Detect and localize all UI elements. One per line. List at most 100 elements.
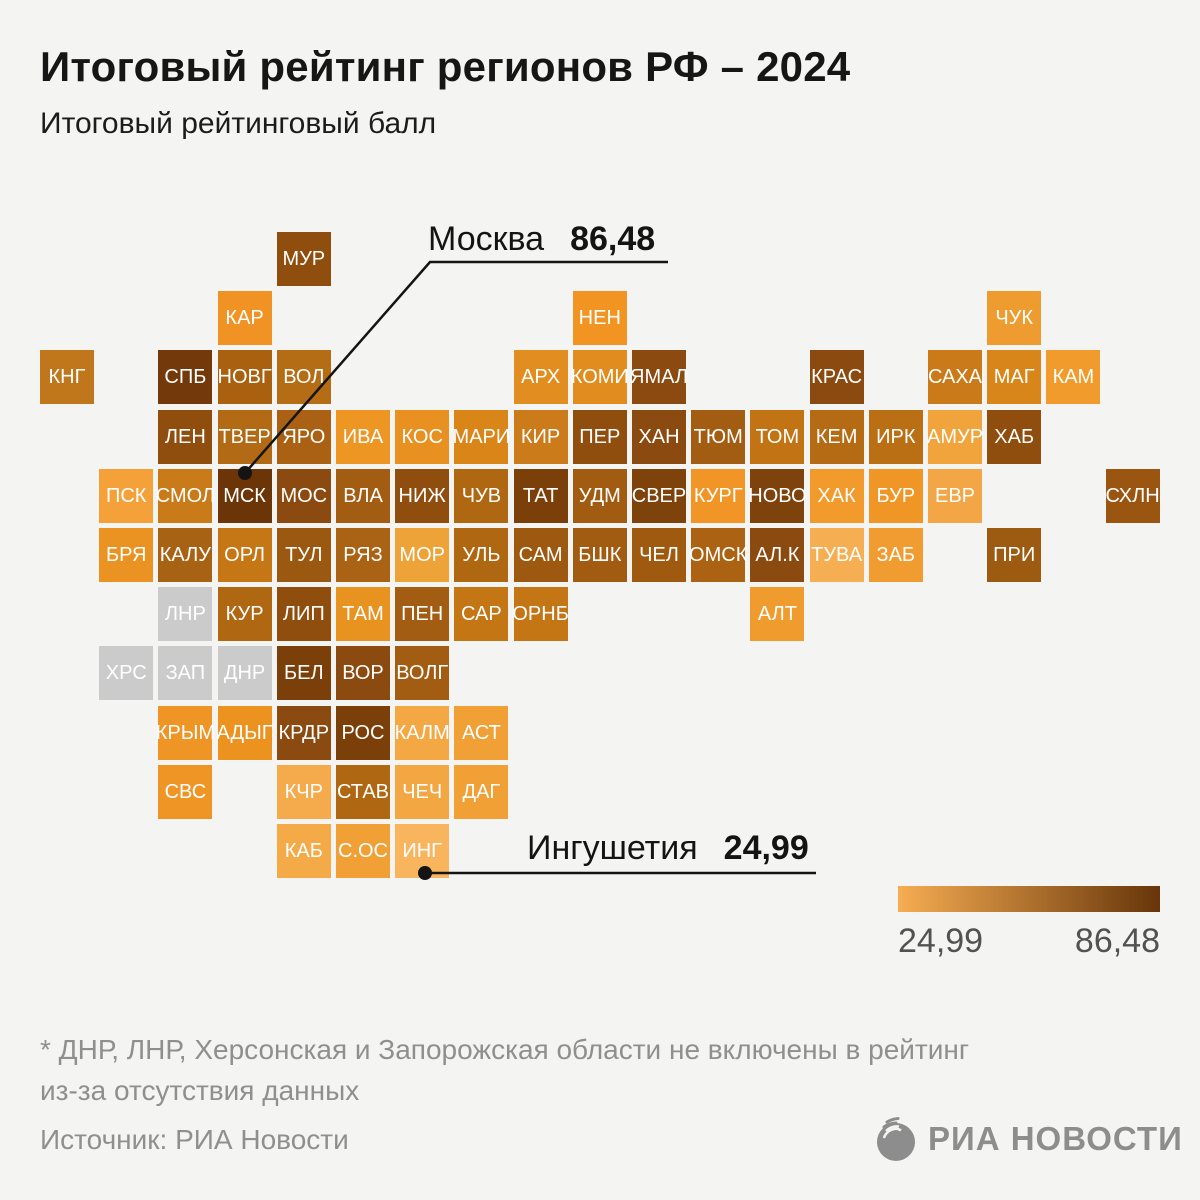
region-tile: МОР (395, 528, 450, 582)
region-tile-label: СХЛН (1105, 484, 1160, 507)
region-tile-label: ТЮМ (693, 425, 743, 448)
footnote: * ДНР, ЛНР, Херсонская и Запорожская обл… (40, 1030, 1060, 1111)
region-tile-label: КИР (520, 425, 561, 448)
region-tile-label: КОС (401, 425, 443, 448)
region-tile-label: МУР (282, 248, 326, 270)
region-tile-label: ИВА (342, 425, 384, 448)
region-tile: НОВГ (218, 350, 272, 405)
max-region-value: 86,48 (570, 220, 656, 258)
region-tile: ЧУК (987, 291, 1042, 346)
region-tile-label: БЕЛ (284, 662, 324, 685)
region-tile: АСТ (454, 705, 509, 760)
region-tile-label: КАМ (1052, 366, 1095, 389)
region-tile-label: КРАС (811, 366, 863, 389)
max-value-callout: Москва 86,48 (428, 220, 655, 259)
region-tile: КРЫМ (155, 705, 216, 760)
region-tile: КЕМ (809, 409, 864, 464)
region-tile-label: ПЕР (579, 425, 621, 448)
region-tile: ЧЕЧ (395, 764, 450, 819)
region-tile-label: ЛЕН (164, 425, 206, 448)
region-tile: ПРИ (987, 528, 1042, 582)
ria-novosti-logo: РИА НОВОСТИ (874, 1116, 1183, 1162)
region-tile: АДЫГ (217, 705, 273, 760)
page-title: Итоговый рейтинг регионов РФ – 2024 (40, 43, 851, 90)
region-tile: ТУВА (809, 528, 864, 582)
region-tile: СМОЛ (155, 468, 216, 523)
region-tile-label: МОС (280, 484, 328, 507)
region-tile-label: ТАТ (522, 484, 559, 507)
region-tile: ТУЛ (276, 528, 331, 582)
ria-logo-text: РИА НОВОСТИ (928, 1120, 1183, 1157)
region-tile-label: БУР (876, 484, 916, 507)
region-tile-label: УЛЬ (462, 544, 501, 566)
region-tile: ХАК (809, 468, 864, 523)
region-tile: КАБ (276, 824, 331, 878)
region-tile: ХАБ (987, 409, 1042, 464)
region-tile-label: КОМИ (570, 366, 629, 389)
region-tile-label: ЧЕЧ (402, 780, 443, 803)
region-tile-label: ВОЛГ (396, 662, 449, 685)
region-tile-label: ВОР (342, 662, 384, 685)
region-tile-label: РЯЗ (343, 544, 383, 566)
region-tile: МОС (276, 468, 331, 523)
region-tile: СВС (158, 764, 213, 819)
region-tile-label: ЧУВ (461, 484, 502, 507)
region-tile: БРЯ (99, 528, 154, 582)
region-tile: КРАС (809, 350, 864, 405)
region-tile: КАЛМ (395, 705, 450, 760)
region-tile-label: СМОЛ (155, 484, 216, 507)
region-tile-label: АЛТ (757, 603, 797, 626)
region-tile-label: ИНГ (402, 840, 443, 862)
legend-gradient-bar (898, 886, 1160, 912)
region-tile: ТВЕР (217, 409, 272, 464)
region-tile-label: САХА (927, 366, 983, 389)
region-tile: ТАТ (513, 468, 568, 523)
region-tile: ОМСК (689, 528, 748, 582)
region-tile-label: ТВЕР (218, 425, 271, 448)
region-tile-label: ЯРО (282, 425, 326, 448)
region-tile: КАЛУ (158, 528, 213, 582)
region-tile-label: ПСК (105, 484, 147, 507)
region-tile-label: МАГ (993, 366, 1035, 389)
region-tile-label: НИЖ (398, 484, 446, 507)
region-tile: ДАГ (454, 764, 509, 819)
region-tile-label: МОР (399, 544, 445, 566)
region-tile: КЧР (276, 764, 331, 819)
region-tile: СПБ (158, 350, 213, 405)
region-tile-label: КРЫМ (155, 721, 216, 744)
region-tile-label: САР (461, 603, 502, 626)
region-tile-label: ОМСК (689, 544, 748, 566)
min-value-callout: Ингушетия 24,99 (527, 829, 809, 868)
region-tile: МАГ (987, 350, 1042, 405)
region-tile: УДМ (572, 468, 627, 523)
region-tile: ОРНБ (512, 587, 569, 642)
region-tile: ЯРО (276, 409, 331, 464)
region-tile-label: ДАГ (462, 780, 501, 803)
legend-labels: 24,99 86,48 (898, 922, 1160, 961)
region-tile-label: ПРИ (993, 544, 1036, 566)
region-tile: ЧУВ (454, 468, 509, 523)
region-tile-label: САМ (518, 544, 563, 566)
region-tile-label: МСК (223, 484, 266, 507)
region-tile: ОРЛ (217, 528, 272, 582)
region-tile-label: БРЯ (105, 544, 147, 566)
region-tile-label: РОС (341, 721, 385, 744)
region-tile-label: НОВО (748, 484, 807, 507)
region-tile: ЗАП (158, 646, 213, 701)
region-tile: ВОР (336, 646, 390, 701)
color-legend: 24,99 86,48 (898, 886, 1160, 961)
region-tile: ТАМ (336, 587, 390, 642)
region-tile-label: ТУЛ (285, 544, 323, 566)
region-tile-label: АМУР (926, 425, 984, 448)
region-tile-label: ЧУК (995, 307, 1034, 330)
region-tile: ТОМ (750, 409, 805, 464)
region-tile: ЛНР (158, 587, 213, 642)
region-tile: ЗАБ (868, 528, 923, 582)
region-tile: САР (454, 587, 509, 642)
region-tile-label: КУРГ (693, 484, 743, 507)
region-tile-label: КРДР (278, 721, 330, 744)
region-tile-label: СПБ (164, 366, 207, 389)
footnote-line1: * ДНР, ЛНР, Херсонская и Запорожская обл… (40, 1034, 970, 1065)
region-tile: НЕН (572, 291, 627, 346)
